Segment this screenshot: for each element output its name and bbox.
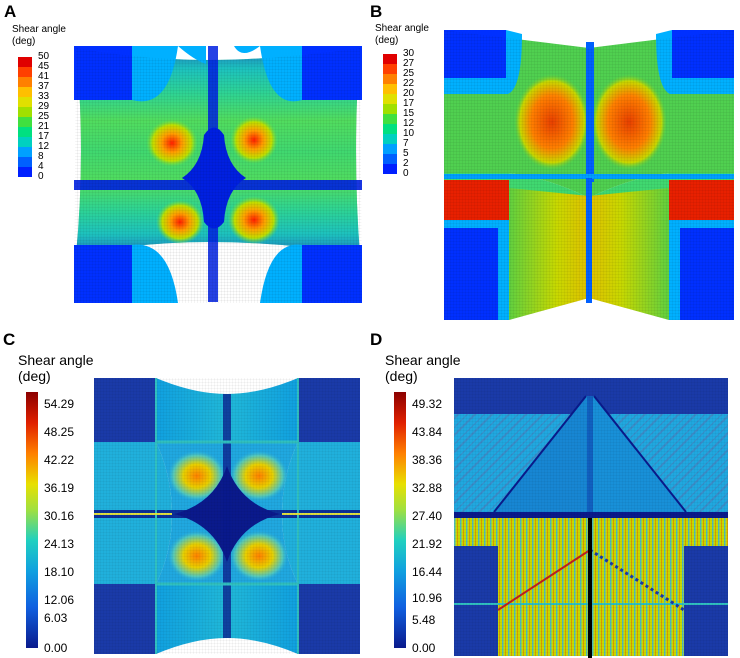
colorbar-segment — [383, 94, 397, 104]
legend-title-d: Shear angle (deg) — [385, 352, 461, 384]
colorbar-tick-label: 22 — [403, 78, 415, 89]
colorbar-tick-label: 32.88 — [412, 481, 443, 495]
colorbar-segment — [383, 74, 397, 84]
colorbar-segment — [383, 54, 397, 64]
colorbar-tick-label: 17 — [403, 98, 415, 109]
colorbar-tick-label: 20 — [403, 88, 415, 99]
colorbar-segment — [383, 84, 397, 94]
legend-title-line2-b: (deg) — [375, 34, 399, 46]
colorbar-segment — [383, 164, 397, 174]
colorbar-tick-label: 5.48 — [412, 613, 436, 627]
colorbar-tick-label: 0.00 — [44, 641, 68, 655]
colorbar-tick-label: 30 — [403, 48, 415, 59]
colorbar-tick-label: 2 — [403, 158, 409, 169]
colorbar-tick-label: 5 — [403, 148, 409, 159]
legend-title-line1-b: Shear angle — [375, 23, 429, 34]
colorbar-a — [18, 57, 32, 177]
colorbar-tick-label: 41 — [38, 71, 50, 82]
colorbar-segment — [383, 134, 397, 144]
colorbar-tick-label: 16.44 — [412, 565, 443, 579]
colorbar-segment — [18, 77, 32, 87]
deformed-fabric-plot-b — [444, 30, 734, 320]
panel-letter-a: A — [4, 2, 17, 21]
colorbar-segment — [18, 97, 32, 107]
colorbar-tick-label: 54.29 — [44, 397, 75, 411]
colorbar-segment — [18, 67, 32, 77]
panel-letter-d: D — [370, 330, 383, 349]
colorbar-tick-label: 38.36 — [412, 453, 443, 467]
colorbar-tick-label: 21 — [38, 121, 50, 132]
colorbar-segment — [18, 127, 32, 137]
colorbar-tick-label: 49.32 — [412, 397, 443, 411]
colorbar-d — [394, 392, 406, 648]
colorbar-tick-label: 0 — [403, 168, 409, 179]
colorbar-segment — [383, 104, 397, 114]
colorbar-segment — [18, 157, 32, 167]
colorbar-segment — [18, 87, 32, 97]
colorbar-segment — [18, 147, 32, 157]
panel-c: C Shear angle (deg) 54.29 48.25 42.22 36… — [0, 328, 370, 657]
colorbar-segment — [383, 114, 397, 124]
colorbar-tick-label: 36.19 — [44, 481, 75, 495]
colorbar-tick-label: 8 — [38, 151, 44, 162]
colorbar-c — [26, 392, 38, 648]
colorbar-tick-label: 50 — [38, 51, 50, 62]
colorbar-segment — [18, 107, 32, 117]
legend-title-line1-d: Shear angle — [385, 352, 461, 368]
colorbar-tick-label: 6.03 — [44, 611, 68, 625]
colorbar-segment — [383, 124, 397, 134]
colorbar-tick-label: 37 — [38, 81, 50, 92]
colorbar-segment — [383, 64, 397, 74]
panel-b: B Shear angle (deg) 30 27 25 22 20 17 15… — [370, 0, 740, 328]
panel-letter-b: B — [370, 2, 383, 21]
colorbar-segment — [18, 167, 32, 177]
legend-title-line1-a: Shear angle — [12, 24, 66, 35]
colorbar-segment — [383, 144, 397, 154]
colorbar-tick-label: 0 — [38, 171, 44, 182]
colorbar-b — [383, 54, 397, 174]
colorbar-tick-label: 12 — [38, 141, 50, 152]
deformed-fabric-plot-d — [454, 378, 728, 658]
colorbar-tick-label: 21.92 — [412, 537, 443, 551]
colorbar-segment — [18, 137, 32, 147]
colorbar-tick-label: 25 — [38, 111, 50, 122]
colorbar-tick-label: 10.96 — [412, 591, 443, 605]
colorbar-tick-label: 25 — [403, 68, 415, 79]
colorbar-tick-label: 17 — [38, 131, 50, 142]
legend-title-b: Shear angle (deg) — [375, 23, 429, 46]
colorbar-tick-label: 29 — [38, 101, 50, 112]
colorbar-tick-label: 33 — [38, 91, 50, 102]
colorbar-segment — [383, 154, 397, 164]
colorbar-tick-label: 0.00 — [412, 641, 436, 655]
colorbar-tick-label: 43.84 — [412, 425, 443, 439]
legend-title-line1-c: Shear angle — [18, 352, 94, 368]
colorbar-tick-label: 27.40 — [412, 509, 443, 523]
colorbar-tick-label: 48.25 — [44, 425, 75, 439]
panel-d: D Shear angle (deg) 49.32 43.84 38.36 32… — [370, 328, 740, 658]
colorbar-tick-label: 24.13 — [44, 537, 75, 551]
colorbar-tick-label: 15 — [403, 108, 415, 119]
colorbar-segment — [18, 57, 32, 67]
colorbar-tick-label: 7 — [403, 138, 409, 149]
colorbar-segment — [18, 117, 32, 127]
deformed-fabric-plot-c — [94, 378, 360, 654]
colorbar-tick-label: 30.16 — [44, 509, 75, 523]
colorbar-tick-label: 45 — [38, 61, 50, 72]
colorbar-tick-label: 10 — [403, 128, 415, 139]
colorbar-tick-label: 42.22 — [44, 453, 75, 467]
colorbar-tick-label: 12 — [403, 118, 415, 129]
colorbar-tick-label: 4 — [38, 161, 44, 172]
panel-letter-c: C — [3, 330, 16, 349]
colorbar-tick-label: 27 — [403, 58, 415, 69]
legend-title-c: Shear angle (deg) — [18, 352, 94, 384]
deformed-fabric-plot-a — [74, 46, 362, 303]
panel-a: A Shear angle (deg) 50 45 41 37 33 29 25… — [0, 0, 370, 328]
legend-title-line2-d: (deg) — [385, 368, 418, 385]
colorbar-tick-label: 18.10 — [44, 565, 75, 579]
legend-title-line2-a: (deg) — [12, 35, 36, 47]
legend-title-a: Shear angle (deg) — [12, 24, 66, 47]
colorbar-tick-label: 12.06 — [44, 593, 75, 607]
legend-title-line2-c: (deg) — [18, 368, 51, 385]
